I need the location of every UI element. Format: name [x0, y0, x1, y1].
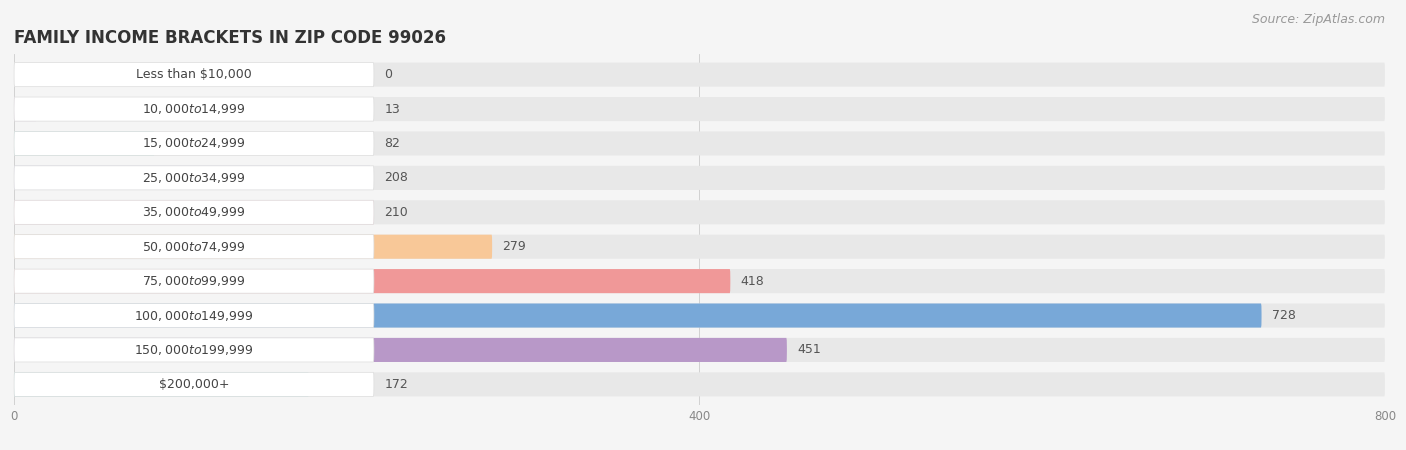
Text: Less than $10,000: Less than $10,000 [136, 68, 252, 81]
FancyBboxPatch shape [14, 269, 730, 293]
Text: $25,000 to $34,999: $25,000 to $34,999 [142, 171, 246, 185]
Text: $75,000 to $99,999: $75,000 to $99,999 [142, 274, 246, 288]
Text: 208: 208 [384, 171, 408, 184]
Text: 13: 13 [384, 103, 399, 116]
FancyBboxPatch shape [14, 338, 374, 362]
FancyBboxPatch shape [14, 234, 1385, 259]
FancyBboxPatch shape [14, 131, 374, 156]
Text: 279: 279 [502, 240, 526, 253]
FancyBboxPatch shape [14, 200, 1385, 225]
FancyBboxPatch shape [14, 200, 374, 225]
Text: FAMILY INCOME BRACKETS IN ZIP CODE 99026: FAMILY INCOME BRACKETS IN ZIP CODE 99026 [14, 29, 446, 47]
FancyBboxPatch shape [14, 269, 374, 293]
Text: 418: 418 [741, 274, 765, 288]
Text: $150,000 to $199,999: $150,000 to $199,999 [135, 343, 253, 357]
Text: 210: 210 [384, 206, 408, 219]
FancyBboxPatch shape [14, 372, 374, 396]
FancyBboxPatch shape [14, 303, 374, 328]
FancyBboxPatch shape [14, 372, 309, 396]
Text: 451: 451 [797, 343, 821, 356]
FancyBboxPatch shape [14, 131, 1385, 156]
FancyBboxPatch shape [14, 372, 1385, 396]
FancyBboxPatch shape [14, 269, 1385, 293]
FancyBboxPatch shape [14, 200, 374, 225]
FancyBboxPatch shape [14, 97, 1385, 121]
FancyBboxPatch shape [14, 63, 374, 87]
Text: $10,000 to $14,999: $10,000 to $14,999 [142, 102, 246, 116]
FancyBboxPatch shape [14, 234, 374, 259]
FancyBboxPatch shape [14, 166, 371, 190]
Text: 82: 82 [384, 137, 401, 150]
FancyBboxPatch shape [14, 338, 1385, 362]
Text: $35,000 to $49,999: $35,000 to $49,999 [142, 205, 246, 219]
FancyBboxPatch shape [14, 338, 787, 362]
Text: $15,000 to $24,999: $15,000 to $24,999 [142, 136, 246, 150]
Text: Source: ZipAtlas.com: Source: ZipAtlas.com [1251, 14, 1385, 27]
Text: 172: 172 [384, 378, 408, 391]
FancyBboxPatch shape [14, 97, 37, 121]
Text: $100,000 to $149,999: $100,000 to $149,999 [135, 309, 253, 323]
Text: 0: 0 [384, 68, 392, 81]
Text: $200,000+: $200,000+ [159, 378, 229, 391]
Text: 728: 728 [1272, 309, 1296, 322]
FancyBboxPatch shape [14, 303, 1385, 328]
Text: $50,000 to $74,999: $50,000 to $74,999 [142, 240, 246, 254]
FancyBboxPatch shape [14, 166, 1385, 190]
FancyBboxPatch shape [14, 166, 374, 190]
FancyBboxPatch shape [14, 303, 1261, 328]
FancyBboxPatch shape [14, 234, 492, 259]
FancyBboxPatch shape [14, 131, 155, 156]
FancyBboxPatch shape [14, 63, 1385, 87]
FancyBboxPatch shape [14, 97, 374, 121]
